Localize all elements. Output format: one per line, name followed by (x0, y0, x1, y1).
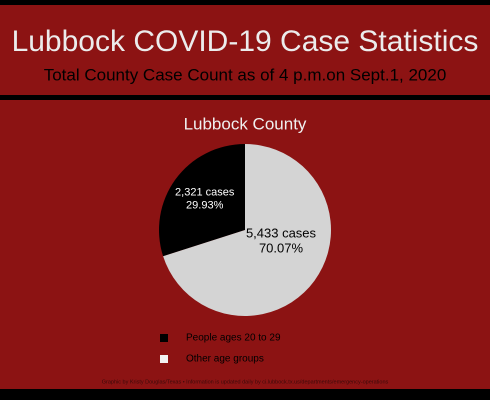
divider (0, 95, 490, 100)
chart-title: Lubbock County (184, 114, 307, 133)
bottom-bar (0, 389, 490, 400)
percent-label: 70.07% (259, 240, 304, 255)
legend-swatch (160, 334, 168, 342)
pie-slice (163, 144, 331, 316)
value-label: 5,433 cases (246, 225, 317, 240)
pie-slice (159, 144, 245, 257)
title: Lubbock COVID-19 Case Statistics (12, 25, 479, 58)
legend-label: Other age groups (186, 354, 264, 365)
legend-label: People ages 20 to 29 (186, 333, 281, 344)
value-label: 2,321 cases (175, 187, 235, 199)
percent-label: 29.93% (186, 200, 224, 212)
subtitle: Total County Case Count as of 4 p.m.on S… (44, 65, 447, 84)
credit: Graphic by Kristy Douglas/Texas • Inform… (102, 379, 389, 385)
top-bar (0, 0, 490, 5)
legend-swatch (160, 355, 168, 363)
